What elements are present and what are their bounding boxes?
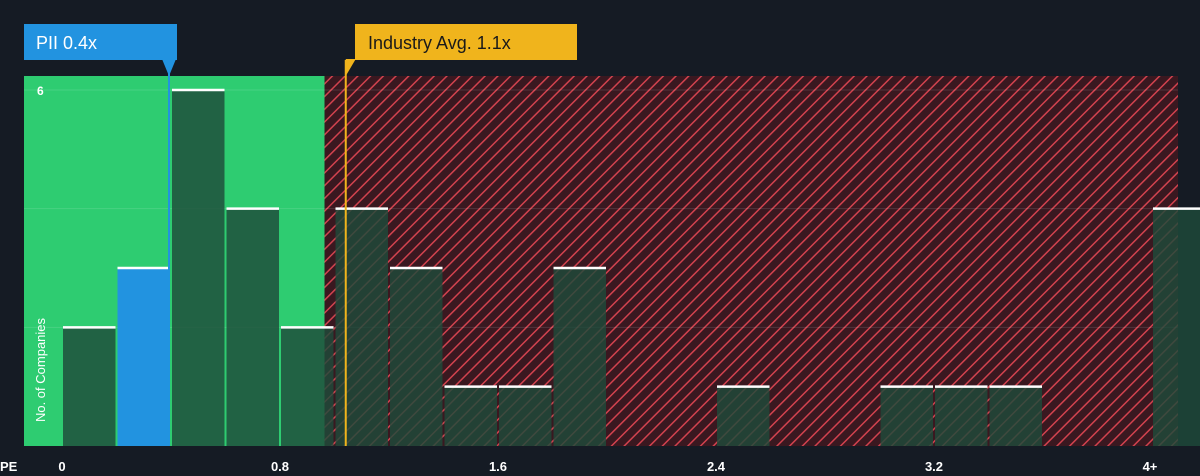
y-axis-label: No. of Companies: [33, 317, 48, 422]
x-tick-label: 2.4: [707, 459, 726, 474]
x-tick-label: 4+: [1143, 459, 1158, 474]
company-label-pointer: [162, 59, 176, 76]
overvalued-zone: [324, 76, 1178, 446]
x-tick-label: 3.2: [925, 459, 943, 474]
histogram-bar: [1153, 208, 1200, 446]
industry-label: Industry Avg. 1.1x: [368, 33, 511, 53]
company-label: PII 0.4x: [36, 33, 97, 53]
histogram-bar: [989, 386, 1042, 446]
industry-label-box: [355, 24, 577, 60]
histogram-bar: [281, 327, 334, 446]
histogram-bar: [390, 268, 443, 446]
y-tick-label: 6: [37, 84, 44, 98]
histogram-bar: [553, 268, 606, 446]
industry-label-pointer: [345, 59, 356, 76]
histogram-bar: [717, 386, 770, 446]
histogram-bar: [444, 386, 497, 446]
x-tick-label: 0: [58, 459, 65, 474]
histogram-bar: [935, 386, 988, 446]
histogram-bar: [499, 386, 552, 446]
histogram-bar: [117, 268, 170, 446]
x-tick-label: 1.6: [489, 459, 507, 474]
company-label-box: [24, 24, 177, 60]
histogram-bar: [335, 208, 388, 446]
x-axis-label: PE: [0, 459, 18, 474]
histogram-bar: [226, 208, 279, 446]
x-tick-label: 0.8: [271, 459, 289, 474]
histogram-bar: [63, 327, 116, 446]
histogram-bar: [172, 90, 225, 446]
histogram-bar: [880, 386, 933, 446]
